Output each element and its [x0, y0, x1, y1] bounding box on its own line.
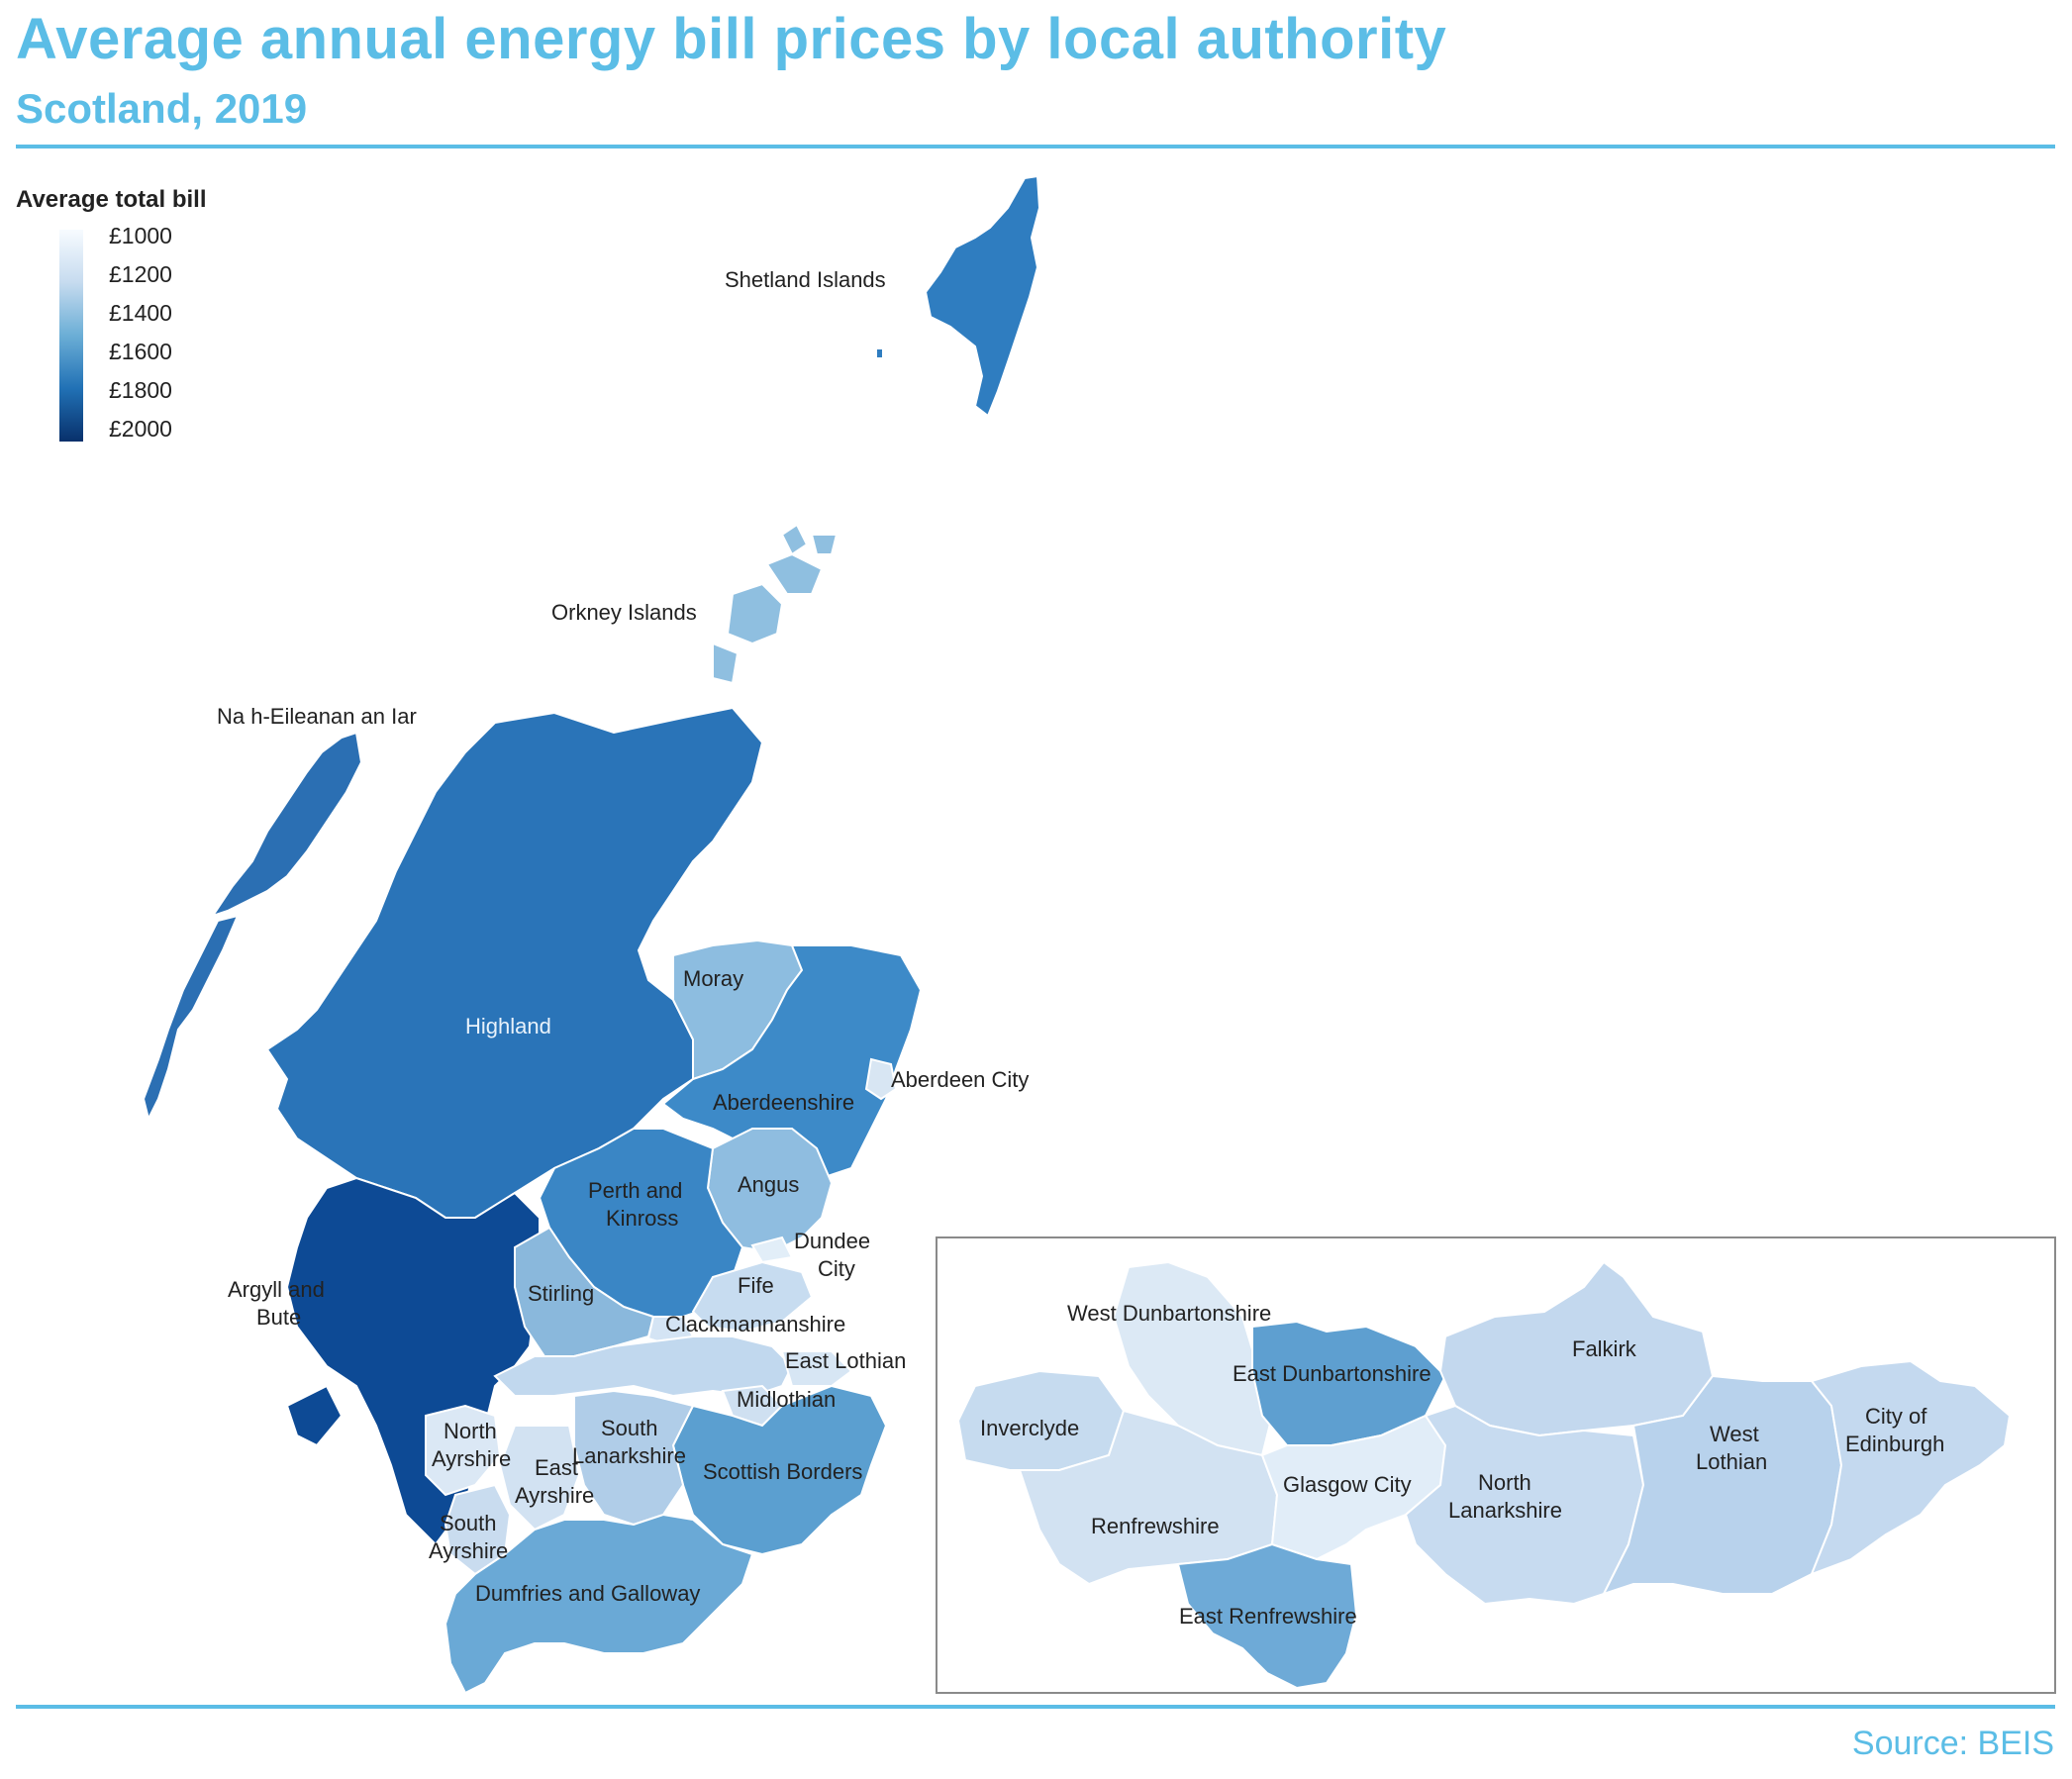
label-south-lanarkshire-1: South: [601, 1416, 658, 1440]
legend-tick: £1000: [109, 223, 172, 248]
top-divider: [16, 145, 2055, 148]
inset-label-inverclyde: Inverclyde: [980, 1416, 1079, 1440]
label-orkney: Orkney Islands: [551, 600, 697, 625]
label-north-ayrshire-2: Ayrshire: [432, 1446, 511, 1471]
region-fife[interactable]: [691, 1260, 814, 1334]
legend-tick: £1200: [109, 261, 172, 287]
label-east-lothian: East Lothian: [785, 1348, 906, 1373]
label-aberdeenshire: Aberdeenshire: [713, 1090, 854, 1115]
label-eilean-siar: Na h-Eileanan an Iar: [217, 704, 417, 729]
region-central-belt[interactable]: [493, 1335, 794, 1398]
label-east-ayrshire-1: East: [535, 1455, 578, 1480]
label-argyll-1: Argyll and: [228, 1277, 325, 1302]
label-perth-1: Perth and: [588, 1178, 682, 1203]
label-angus: Angus: [738, 1172, 799, 1197]
region-scottish-borders[interactable]: [671, 1384, 888, 1556]
region-dumfries-galloway[interactable]: [444, 1513, 754, 1695]
region-shetland-islet: [875, 347, 884, 359]
label-south-lanarkshire-2: Lanarkshire: [572, 1443, 686, 1468]
page-subtitle: Scotland, 2019: [16, 85, 308, 132]
label-south-ayrshire-2: Ayrshire: [429, 1538, 508, 1563]
label-east-ayrshire-2: Ayrshire: [515, 1483, 594, 1508]
region-aberdeen-city[interactable]: [864, 1057, 898, 1101]
inset-east-renfrewshire[interactable]: [1176, 1542, 1358, 1690]
inset-edinburgh[interactable]: [1810, 1359, 2012, 1576]
region-dundee[interactable]: [750, 1235, 794, 1264]
label-south-ayrshire-1: South: [440, 1511, 497, 1535]
inset-label-renfrewshire: Renfrewshire: [1091, 1514, 1220, 1538]
inset-label-north-lanarkshire-2: Lanarkshire: [1448, 1498, 1562, 1523]
label-scottish-borders: Scottish Borders: [703, 1459, 862, 1484]
inset-label-east-dunbartonshire: East Dunbartonshire: [1233, 1361, 1431, 1386]
label-shetland: Shetland Islands: [725, 267, 886, 292]
label-dundee-1: Dundee: [794, 1229, 870, 1253]
source-note: Source: BEIS: [1851, 1725, 2054, 1762]
region-south-lanarkshire[interactable]: [573, 1389, 695, 1527]
label-highland: Highland: [465, 1014, 551, 1038]
label-dundee-2: City: [818, 1256, 855, 1281]
region-east-ayrshire[interactable]: [498, 1425, 581, 1532]
page-title: Average annual energy bill prices by loc…: [16, 7, 1447, 71]
label-perth-2: Kinross: [606, 1206, 678, 1231]
region-argyll-bute[interactable]: [285, 1176, 541, 1546]
label-midlothian: Midlothian: [737, 1387, 836, 1412]
inset-label-edinburgh-2: Edinburgh: [1845, 1432, 1944, 1456]
region-highland[interactable]: [265, 706, 764, 1219]
inset-label-north-lanarkshire-1: North: [1478, 1470, 1531, 1495]
label-fife: Fife: [738, 1273, 774, 1298]
legend-tick: £1600: [109, 339, 172, 364]
label-north-ayrshire-1: North: [444, 1419, 497, 1443]
bottom-divider: [16, 1705, 2055, 1709]
legend-title: Average total bill: [16, 186, 207, 213]
inset-label-glasgow: Glasgow City: [1283, 1472, 1412, 1497]
legend-tick: £2000: [109, 416, 172, 442]
region-eilean-siar[interactable]: [142, 731, 363, 1122]
inset-label-west-lothian-1: West: [1710, 1422, 1759, 1446]
inset-north-lanarkshire[interactable]: [1404, 1404, 1645, 1606]
label-dumfries: Dumfries and Galloway: [475, 1581, 700, 1606]
region-orkney[interactable]: [712, 523, 839, 685]
region-north-ayrshire[interactable]: [425, 1404, 502, 1497]
inset-frame: [936, 1236, 2056, 1694]
inset-label-west-lothian-2: Lothian: [1696, 1449, 1767, 1474]
region-east-lothian[interactable]: [780, 1350, 853, 1387]
inset-label-falkirk: Falkirk: [1572, 1336, 1637, 1361]
label-stirling: Stirling: [528, 1281, 594, 1306]
label-aberdeen-city: Aberdeen City: [891, 1067, 1029, 1092]
inset-label-west-dunbartonshire: West Dunbartonshire: [1067, 1301, 1271, 1326]
label-argyll-2: Bute: [256, 1305, 301, 1330]
region-shetland[interactable]: [924, 174, 1041, 418]
color-legend: Average total bill £1000 £1200 £1400 £16…: [16, 186, 207, 442]
legend-color-ramp: [59, 230, 83, 442]
central-belt-inset: West Dunbartonshire East Dunbartonshire …: [956, 1260, 2012, 1690]
legend-ticks: £1000 £1200 £1400 £1600 £1800 £2000: [109, 222, 172, 453]
legend-tick: £1400: [109, 300, 172, 326]
inset-label-edinburgh-1: City of: [1865, 1404, 1927, 1429]
inset-label-east-renfrewshire: East Renfrewshire: [1179, 1604, 1357, 1629]
legend-tick: £1800: [109, 377, 172, 403]
label-clackmannanshire: Clackmannanshire: [665, 1312, 845, 1336]
label-moray: Moray: [683, 966, 743, 991]
